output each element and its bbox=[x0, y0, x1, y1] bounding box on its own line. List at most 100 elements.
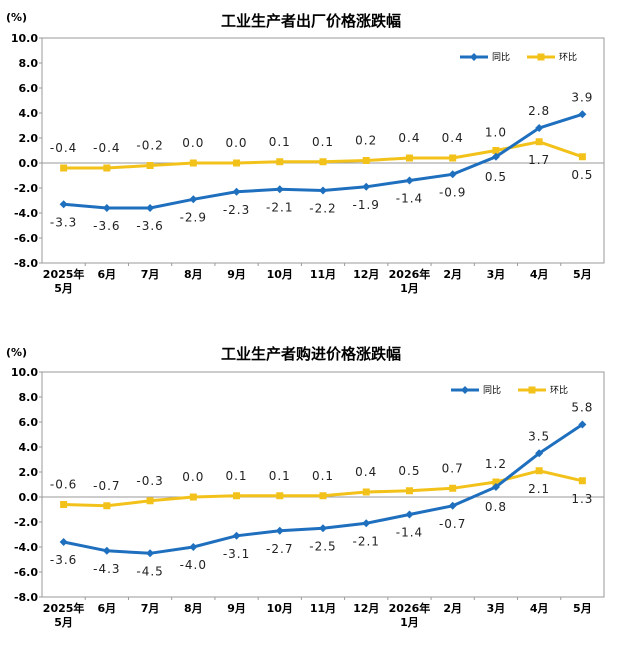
data-label: -1.4 bbox=[396, 192, 423, 206]
x-tick-label: 5月 bbox=[54, 616, 73, 629]
x-tick-label: 2月 bbox=[443, 268, 462, 281]
data-label: 0.7 bbox=[442, 461, 464, 475]
data-point bbox=[189, 493, 197, 501]
data-point bbox=[449, 484, 457, 492]
data-point bbox=[275, 526, 284, 535]
data-point bbox=[319, 158, 327, 166]
plot-frame bbox=[41, 371, 605, 598]
data-label: -3.3 bbox=[50, 215, 77, 229]
x-tick-label: 12月 bbox=[353, 602, 379, 615]
y-tick-label: 8.0 bbox=[19, 391, 39, 404]
x-tick-label: 2025年 bbox=[43, 267, 85, 281]
data-label: 1.7 bbox=[528, 153, 550, 167]
data-label: 0.5 bbox=[398, 464, 420, 478]
data-label: -1.9 bbox=[353, 198, 380, 212]
y-tick-label: -4.0 bbox=[14, 541, 38, 554]
y-tick-label: 0.0 bbox=[19, 491, 39, 504]
y-tick-label: 6.0 bbox=[19, 82, 39, 95]
x-tick-label: 4月 bbox=[530, 602, 549, 615]
data-point bbox=[233, 159, 241, 167]
y-tick-label: 10.0 bbox=[11, 32, 38, 45]
data-label: -0.3 bbox=[136, 474, 163, 488]
data-label: -4.0 bbox=[180, 558, 207, 572]
y-tick-label: 10.0 bbox=[11, 366, 38, 379]
data-label: -0.9 bbox=[439, 185, 466, 199]
data-label: -2.9 bbox=[180, 210, 207, 224]
data-label: 0.1 bbox=[269, 135, 291, 149]
y-tick-label: 4.0 bbox=[19, 107, 39, 120]
data-label: 0.1 bbox=[269, 469, 291, 483]
data-label: -0.2 bbox=[136, 139, 163, 153]
y-tick-label: -2.0 bbox=[14, 182, 38, 195]
legend-marker-yoy bbox=[470, 53, 478, 61]
data-label: 1.2 bbox=[485, 457, 507, 471]
data-point bbox=[449, 154, 457, 162]
x-tick-label: 7月 bbox=[141, 268, 160, 281]
x-tick-label: 5月 bbox=[54, 282, 73, 295]
data-point bbox=[405, 154, 413, 162]
data-point bbox=[189, 195, 198, 204]
data-point bbox=[103, 502, 111, 510]
data-point bbox=[189, 159, 197, 167]
data-label: -3.6 bbox=[136, 219, 163, 233]
x-tick-label: 5月 bbox=[573, 268, 592, 281]
data-label: 0.1 bbox=[312, 135, 334, 149]
y-tick-label: -6.0 bbox=[14, 566, 38, 579]
data-label: -0.4 bbox=[50, 141, 77, 155]
data-point bbox=[448, 170, 457, 179]
data-label: 2.8 bbox=[528, 104, 550, 118]
data-label: 1.0 bbox=[485, 126, 507, 140]
y-tick-label: 8.0 bbox=[19, 57, 39, 70]
data-label: 0.0 bbox=[182, 470, 204, 484]
y-tick-label: 2.0 bbox=[19, 132, 39, 145]
data-label: -3.1 bbox=[223, 547, 250, 561]
y-tick-label: -4.0 bbox=[14, 207, 38, 220]
data-point bbox=[492, 147, 500, 154]
chart-2: 工业生产者购进价格涨跌幅 (%) 10.0 8.0 6.0 4.0 2.0 0.0 -2.0 -4… bbox=[6, 345, 605, 629]
data-point bbox=[189, 543, 198, 551]
data-point bbox=[578, 110, 587, 119]
data-label: 5.8 bbox=[571, 401, 593, 415]
chart-title: 工业生产者购进价格涨跌幅 bbox=[221, 345, 401, 363]
data-point bbox=[60, 501, 68, 508]
y-tick-label: -8.0 bbox=[14, 591, 38, 604]
data-label: -1.4 bbox=[396, 526, 423, 540]
y-tick-label: -8.0 bbox=[14, 257, 38, 270]
data-point bbox=[362, 519, 371, 528]
y-tick-label: 0.0 bbox=[19, 157, 39, 170]
data-point bbox=[276, 492, 284, 500]
data-label: 0.8 bbox=[485, 500, 507, 514]
data-label: 0.1 bbox=[312, 469, 334, 483]
y-axis-unit: (%) bbox=[6, 11, 27, 24]
data-label: -0.4 bbox=[93, 141, 120, 155]
data-point bbox=[60, 164, 68, 172]
x-tick-label: 5月 bbox=[573, 602, 592, 615]
x-tick-label: 2月 bbox=[443, 602, 462, 615]
data-point bbox=[405, 176, 414, 185]
data-point bbox=[362, 182, 371, 191]
data-label: -0.7 bbox=[93, 479, 120, 493]
data-label: -3.6 bbox=[93, 219, 120, 233]
x-tick-label: 2025年 bbox=[43, 601, 85, 615]
data-point bbox=[319, 524, 327, 533]
x-tick-label: 3月 bbox=[487, 602, 506, 615]
chart-1: 工业生产者出厂价格涨跌幅 (%) 10.0 8.0 6.0 4.0 2.0 0.0 -2.0 -4… bbox=[6, 11, 605, 295]
legend-label-yoy: 同比 bbox=[492, 51, 510, 63]
data-label: 0.4 bbox=[355, 465, 377, 479]
x-tick-label: 1月 bbox=[400, 616, 419, 629]
x-tick-label: 10月 bbox=[267, 268, 293, 281]
legend-label-mom: 环比 bbox=[550, 384, 568, 396]
x-tick-label: 11月 bbox=[310, 268, 336, 281]
x-tick-label: 6月 bbox=[98, 602, 117, 615]
data-point bbox=[102, 546, 111, 555]
data-label: -3.6 bbox=[50, 553, 77, 567]
data-point bbox=[146, 549, 155, 558]
legend-marker-mom bbox=[537, 53, 545, 61]
y-tick-label: -2.0 bbox=[14, 516, 38, 529]
data-label: -4.3 bbox=[93, 562, 120, 576]
chart-title: 工业生产者出厂价格涨跌幅 bbox=[221, 12, 401, 30]
x-tick-label: 1月 bbox=[400, 282, 419, 295]
x-tick-label: 4月 bbox=[530, 268, 549, 281]
